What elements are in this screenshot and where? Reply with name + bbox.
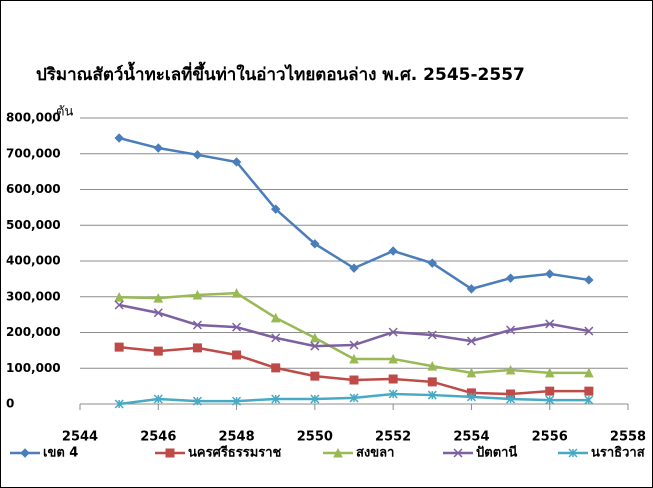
marker (466, 336, 476, 346)
marker (506, 394, 516, 404)
marker (466, 367, 477, 378)
marker (427, 330, 437, 340)
legend-label: นราธิวาส (591, 446, 645, 461)
marker (427, 377, 437, 387)
y-axis-label: ตัน (56, 105, 73, 120)
marker (427, 360, 438, 371)
x-tick-label: 2554 (453, 430, 489, 445)
marker (584, 275, 594, 285)
marker (333, 447, 343, 458)
marker (388, 374, 398, 384)
marker (506, 325, 516, 335)
x-tick-label: 2558 (610, 430, 646, 445)
y-tick-label: 100,000 (6, 361, 61, 375)
marker (114, 399, 124, 409)
legend-label: นครศรีธรรมราช (188, 445, 282, 461)
y-tick-label: 800,000 (6, 111, 61, 125)
y-tick-label: 400,000 (6, 254, 61, 268)
marker (114, 300, 124, 310)
x-tick-label: 2552 (375, 430, 411, 445)
marker (310, 371, 320, 381)
marker (584, 386, 594, 396)
marker (584, 326, 594, 336)
marker (114, 133, 124, 143)
marker (114, 342, 124, 352)
legend-item: สงขลา (323, 446, 394, 461)
marker (310, 394, 320, 404)
marker (545, 395, 555, 405)
marker (349, 263, 359, 273)
marker (153, 293, 164, 303)
marker (545, 269, 555, 279)
marker (544, 367, 555, 378)
marker (192, 289, 203, 300)
marker (153, 346, 163, 356)
legend-item: นราธิวาส (558, 446, 645, 461)
legend-label: สงขลา (356, 446, 394, 461)
marker (232, 350, 242, 360)
marker (192, 396, 202, 406)
legend-label: ปัตตานี (476, 445, 517, 461)
x-tick-label: 2550 (297, 430, 333, 445)
marker (388, 353, 398, 364)
y-tick-label: 0 (6, 397, 14, 411)
marker (427, 390, 437, 400)
marker (271, 333, 281, 343)
marker (453, 448, 463, 458)
y-tick-label: 300,000 (6, 289, 61, 303)
marker (153, 308, 163, 318)
marker (349, 340, 359, 350)
x-tick-label: 2548 (218, 430, 254, 445)
marker (192, 320, 202, 330)
marker (20, 448, 30, 458)
x-tick-label: 2546 (140, 430, 176, 445)
marker (349, 375, 359, 385)
marker (545, 319, 555, 329)
marker (388, 389, 398, 399)
marker (388, 246, 398, 256)
y-tick-label: 500,000 (6, 218, 61, 232)
marker (584, 395, 594, 405)
y-tick-label: 600,000 (6, 182, 61, 196)
x-tick-label: 2544 (62, 430, 98, 445)
marker (310, 332, 320, 343)
marker (310, 341, 320, 351)
x-tick-label: 2556 (532, 430, 568, 445)
marker (466, 392, 476, 402)
legend-item: ปัตตานี (443, 445, 517, 461)
marker (271, 394, 281, 404)
marker (153, 143, 163, 153)
marker (165, 448, 175, 458)
marker (466, 284, 477, 294)
y-tick-label: 200,000 (6, 325, 61, 339)
marker (231, 288, 242, 298)
marker (271, 363, 281, 373)
y-tick-label: 700,000 (6, 146, 61, 160)
marker (568, 448, 578, 458)
marker (349, 353, 359, 364)
legend-label: เขต 4 (43, 446, 78, 461)
marker (505, 364, 516, 375)
marker (114, 291, 124, 302)
marker (192, 150, 203, 160)
chart-title: ปริมาณสัตว์น้ำทะเลที่ขึ้นท่าในอ่าวไทยตอน… (36, 61, 525, 85)
marker (349, 393, 359, 403)
marker (232, 322, 242, 332)
marker (505, 273, 516, 283)
legend-item: นครศรีธรรมราช (155, 445, 282, 461)
marker (232, 396, 242, 406)
marker (231, 157, 242, 167)
marker (427, 258, 437, 268)
marker (388, 327, 398, 337)
marker (192, 343, 202, 353)
legend-item: เขต 4 (10, 446, 78, 461)
marker (545, 386, 555, 396)
marker (270, 312, 281, 323)
marker (153, 394, 163, 404)
marker (271, 204, 281, 214)
marker (584, 367, 594, 378)
marker (310, 239, 320, 249)
